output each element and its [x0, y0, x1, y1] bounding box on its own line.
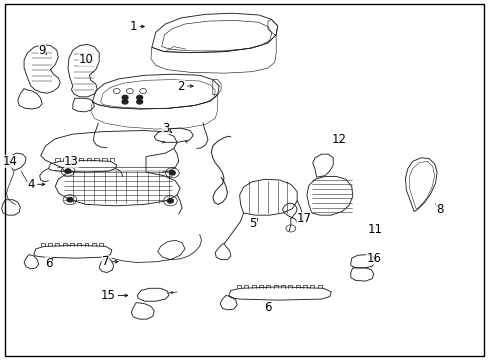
Circle shape — [67, 198, 73, 202]
Text: 13: 13 — [64, 155, 79, 168]
Circle shape — [65, 169, 71, 173]
Text: 14: 14 — [3, 155, 18, 168]
Text: 1: 1 — [129, 20, 144, 33]
Text: 17: 17 — [296, 212, 311, 225]
Text: 9: 9 — [39, 44, 46, 57]
Text: 3: 3 — [162, 122, 171, 135]
Text: 8: 8 — [435, 203, 442, 216]
Text: 15: 15 — [101, 289, 127, 302]
Circle shape — [137, 95, 142, 100]
Text: 12: 12 — [331, 133, 346, 146]
Text: 4: 4 — [27, 178, 45, 191]
Text: 5: 5 — [249, 217, 257, 230]
Text: 7: 7 — [102, 255, 118, 268]
Text: 6: 6 — [264, 301, 271, 314]
Circle shape — [169, 171, 175, 175]
Text: 10: 10 — [79, 53, 93, 66]
Circle shape — [167, 199, 173, 203]
Text: 11: 11 — [367, 223, 382, 236]
Circle shape — [122, 95, 128, 100]
Text: 6: 6 — [44, 257, 53, 270]
Text: 2: 2 — [177, 80, 193, 93]
Circle shape — [122, 100, 128, 104]
Text: 16: 16 — [366, 252, 381, 265]
Circle shape — [137, 100, 142, 104]
